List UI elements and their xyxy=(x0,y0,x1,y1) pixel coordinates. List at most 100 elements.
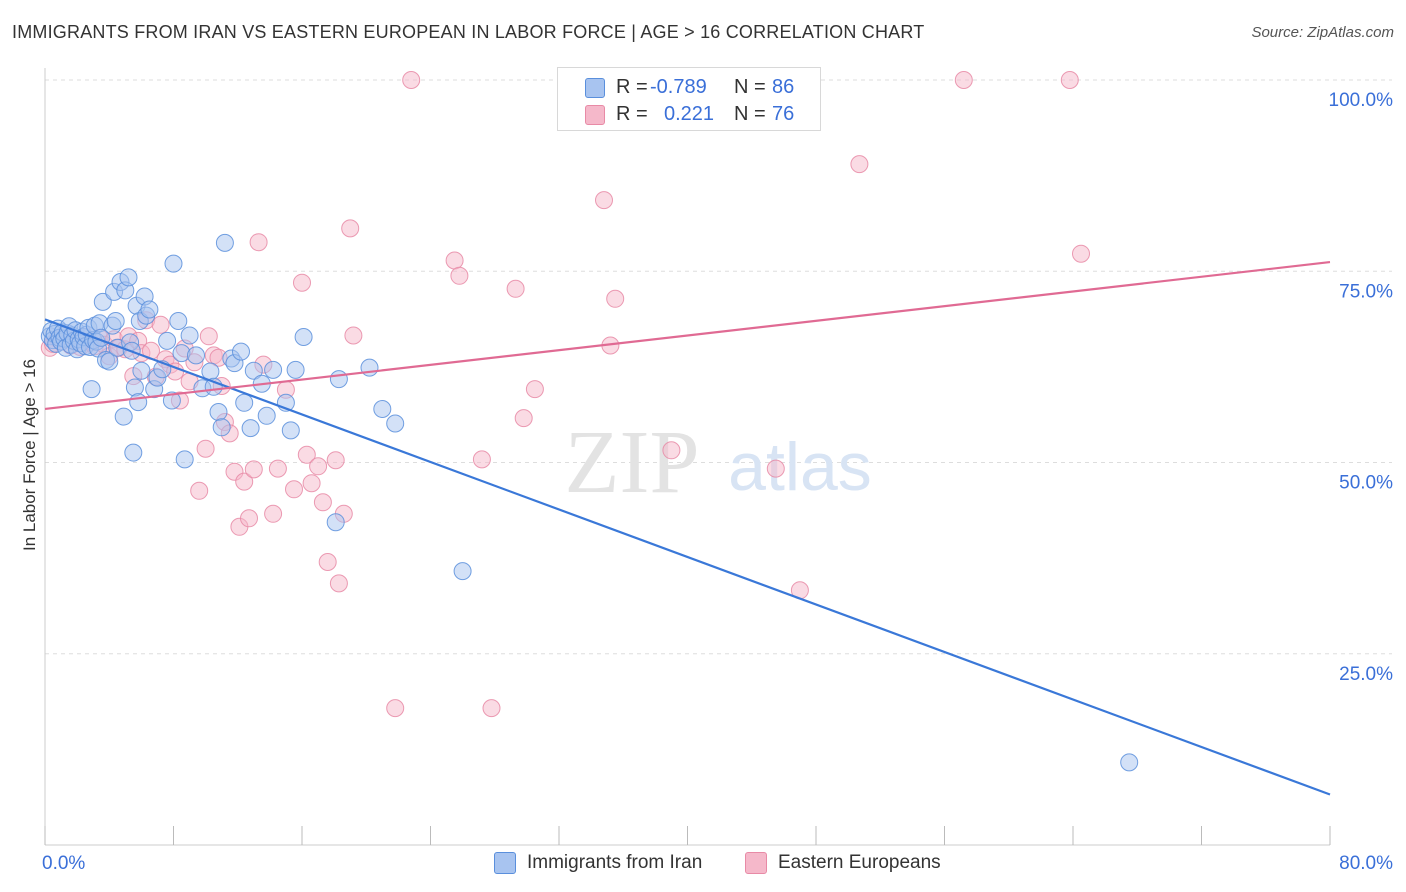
data-point-eastern-europeans xyxy=(293,273,311,292)
data-point-eastern-europeans xyxy=(402,71,421,89)
data-point-iran xyxy=(114,407,133,426)
data-point-eastern-europeans xyxy=(954,71,973,89)
data-point-eastern-europeans xyxy=(341,219,360,238)
data-point-eastern-europeans xyxy=(850,155,869,174)
legend-label: Eastern Europeans xyxy=(778,852,941,873)
stats-row-eastern-europeans: R = 0.221 N = 76 xyxy=(558,101,820,127)
source-label: Source: ZipAtlas.com xyxy=(1251,24,1394,41)
data-point-iran xyxy=(281,421,300,440)
data-point-eastern-europeans xyxy=(313,493,332,512)
n-value: 86 xyxy=(772,76,795,98)
r-value: -0.789 xyxy=(650,76,707,98)
data-point-iran xyxy=(232,342,250,361)
legend-swatch-blue xyxy=(585,78,605,98)
trend-lines xyxy=(44,260,1331,796)
data-point-eastern-europeans xyxy=(329,574,348,593)
data-point-eastern-europeans xyxy=(450,266,469,285)
r-label: R = xyxy=(616,76,648,98)
data-point-iran xyxy=(169,312,188,330)
data-point-iran xyxy=(106,312,125,330)
data-point-iran xyxy=(124,443,143,462)
data-point-iran xyxy=(329,370,348,389)
data-point-eastern-europeans xyxy=(190,481,209,500)
n-label: N = xyxy=(734,103,766,125)
data-point-eastern-europeans xyxy=(309,457,328,476)
trend-line-eastern-europeans xyxy=(44,260,1331,411)
stats-row-iran: R = -0.789 N = 86 xyxy=(558,74,820,100)
legend-swatch-pink xyxy=(585,105,605,125)
data-point-eastern-europeans xyxy=(196,439,215,458)
data-point-eastern-europeans xyxy=(445,251,464,270)
data-point-iran xyxy=(129,393,148,412)
data-point-iran xyxy=(241,419,260,438)
trend-line-iran xyxy=(44,318,1331,796)
data-point-eastern-europeans xyxy=(235,472,254,491)
data-point-iran xyxy=(373,400,392,418)
x-tick-label: 80.0% xyxy=(1339,853,1393,874)
data-point-eastern-europeans xyxy=(297,445,316,464)
data-point-iran xyxy=(1120,753,1139,772)
data-point-eastern-europeans xyxy=(766,459,785,478)
legend-swatch-blue xyxy=(494,852,516,874)
data-point-eastern-europeans xyxy=(326,451,345,470)
data-point-iran xyxy=(326,513,345,532)
legend-swatch-pink xyxy=(745,852,767,874)
chart-title: IMMIGRANTS FROM IRAN VS EASTERN EUROPEAN… xyxy=(12,22,925,42)
watermark-zip: ZIP xyxy=(565,413,700,512)
data-point-eastern-europeans xyxy=(302,474,321,493)
data-point-eastern-europeans xyxy=(386,699,405,718)
data-point-iran xyxy=(209,403,228,421)
stats-legend: R = -0.789 N = 86 R = 0.221 N = 76 xyxy=(557,67,821,131)
data-point-eastern-europeans xyxy=(318,553,337,571)
data-point-iran xyxy=(215,233,234,252)
data-point-eastern-europeans xyxy=(514,409,533,428)
data-point-eastern-europeans xyxy=(606,289,625,308)
data-point-iran xyxy=(158,331,177,350)
data-point-iran xyxy=(294,328,313,346)
data-point-iran xyxy=(212,418,231,437)
data-point-eastern-europeans xyxy=(285,480,303,499)
data-point-iran xyxy=(93,292,112,311)
grid-layer xyxy=(45,79,1392,655)
data-point-eastern-europeans xyxy=(240,509,258,528)
data-point-iran xyxy=(453,562,472,581)
data-point-eastern-europeans xyxy=(525,380,544,399)
data-point-iran xyxy=(187,346,205,365)
x-tick-label: 0.0% xyxy=(42,853,85,874)
data-point-iran xyxy=(100,352,119,371)
data-point-eastern-europeans xyxy=(506,279,525,298)
data-point-iran xyxy=(140,300,159,319)
data-point-eastern-europeans xyxy=(151,315,170,334)
data-point-iran xyxy=(132,361,151,380)
data-point-eastern-europeans xyxy=(1060,71,1079,89)
data-point-eastern-europeans xyxy=(482,699,501,718)
data-point-eastern-europeans xyxy=(595,191,613,210)
data-point-iran xyxy=(286,360,305,379)
data-point-eastern-europeans xyxy=(264,504,283,523)
tick-labels: 25.0% 50.0% 75.0% 100.0% 0.0% 80.0% xyxy=(42,90,1393,874)
data-point-eastern-europeans xyxy=(662,441,681,460)
data-point-iran xyxy=(244,361,263,380)
data-point-eastern-europeans xyxy=(472,450,491,469)
data-point-iran xyxy=(82,380,101,399)
axis-layer xyxy=(44,68,1331,846)
data-point-iran xyxy=(180,326,199,345)
data-point-iran xyxy=(175,450,194,469)
y-tick-label: 100.0% xyxy=(1329,90,1394,111)
data-point-eastern-europeans xyxy=(344,326,363,345)
y-tick-label: 25.0% xyxy=(1339,664,1393,685)
data-point-iran xyxy=(264,360,283,379)
data-point-eastern-europeans xyxy=(1072,244,1090,263)
watermark-atlas: atlas xyxy=(728,429,872,505)
watermark: ZIP atlas xyxy=(565,413,872,512)
data-point-iran xyxy=(164,254,183,273)
data-point-iran xyxy=(257,406,276,425)
n-label: N = xyxy=(734,76,766,98)
data-point-iran xyxy=(162,391,181,410)
legend-label: Immigrants from Iran xyxy=(527,852,703,873)
data-point-iran xyxy=(235,393,254,412)
y-tick-label: 75.0% xyxy=(1339,281,1393,302)
data-point-eastern-europeans xyxy=(268,459,287,478)
n-value: 76 xyxy=(772,103,795,125)
